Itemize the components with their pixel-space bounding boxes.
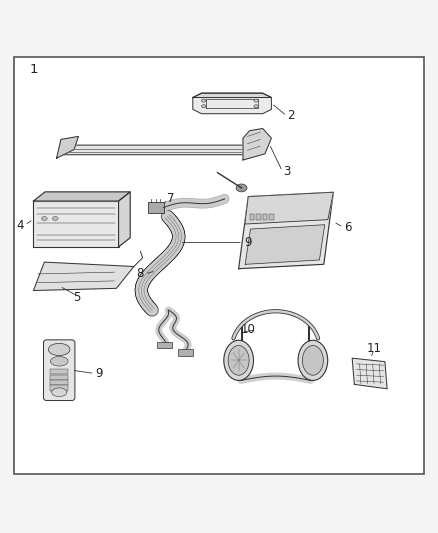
Bar xyxy=(256,214,261,220)
Bar xyxy=(33,201,119,247)
Ellipse shape xyxy=(42,216,47,221)
Bar xyxy=(177,350,193,356)
Text: 2: 2 xyxy=(288,109,295,123)
Polygon shape xyxy=(243,128,272,160)
Bar xyxy=(50,385,68,391)
Ellipse shape xyxy=(201,99,206,102)
Text: 1: 1 xyxy=(29,63,38,76)
Text: 9: 9 xyxy=(95,367,103,380)
Ellipse shape xyxy=(53,216,58,221)
Ellipse shape xyxy=(52,388,67,397)
Text: 9: 9 xyxy=(244,236,251,249)
Polygon shape xyxy=(245,225,325,264)
Polygon shape xyxy=(193,93,272,114)
Ellipse shape xyxy=(298,340,328,381)
Text: 8: 8 xyxy=(137,268,144,280)
Polygon shape xyxy=(57,136,78,158)
Ellipse shape xyxy=(49,343,70,356)
Ellipse shape xyxy=(201,105,206,108)
Text: 3: 3 xyxy=(283,165,290,178)
Bar xyxy=(148,203,163,213)
Bar xyxy=(263,214,267,220)
Polygon shape xyxy=(239,192,333,269)
Ellipse shape xyxy=(254,105,258,108)
Polygon shape xyxy=(352,358,387,389)
Ellipse shape xyxy=(228,345,249,375)
FancyBboxPatch shape xyxy=(43,340,75,400)
Bar xyxy=(50,375,68,380)
Bar xyxy=(50,369,68,374)
Text: 4: 4 xyxy=(16,219,24,231)
Polygon shape xyxy=(33,192,130,201)
Polygon shape xyxy=(193,93,272,98)
Ellipse shape xyxy=(302,345,323,375)
Polygon shape xyxy=(33,262,134,290)
Bar xyxy=(50,380,68,385)
Ellipse shape xyxy=(236,184,247,192)
Ellipse shape xyxy=(50,357,68,366)
Bar xyxy=(157,342,173,348)
Text: 7: 7 xyxy=(167,192,175,205)
Text: 6: 6 xyxy=(344,221,352,233)
Bar xyxy=(269,214,274,220)
Bar xyxy=(250,214,254,220)
Polygon shape xyxy=(119,192,130,247)
Text: 10: 10 xyxy=(240,324,255,336)
Ellipse shape xyxy=(254,99,258,102)
Polygon shape xyxy=(62,145,253,155)
Ellipse shape xyxy=(224,340,254,381)
Text: 11: 11 xyxy=(367,342,381,354)
Text: 5: 5 xyxy=(74,290,81,304)
Polygon shape xyxy=(245,192,333,224)
